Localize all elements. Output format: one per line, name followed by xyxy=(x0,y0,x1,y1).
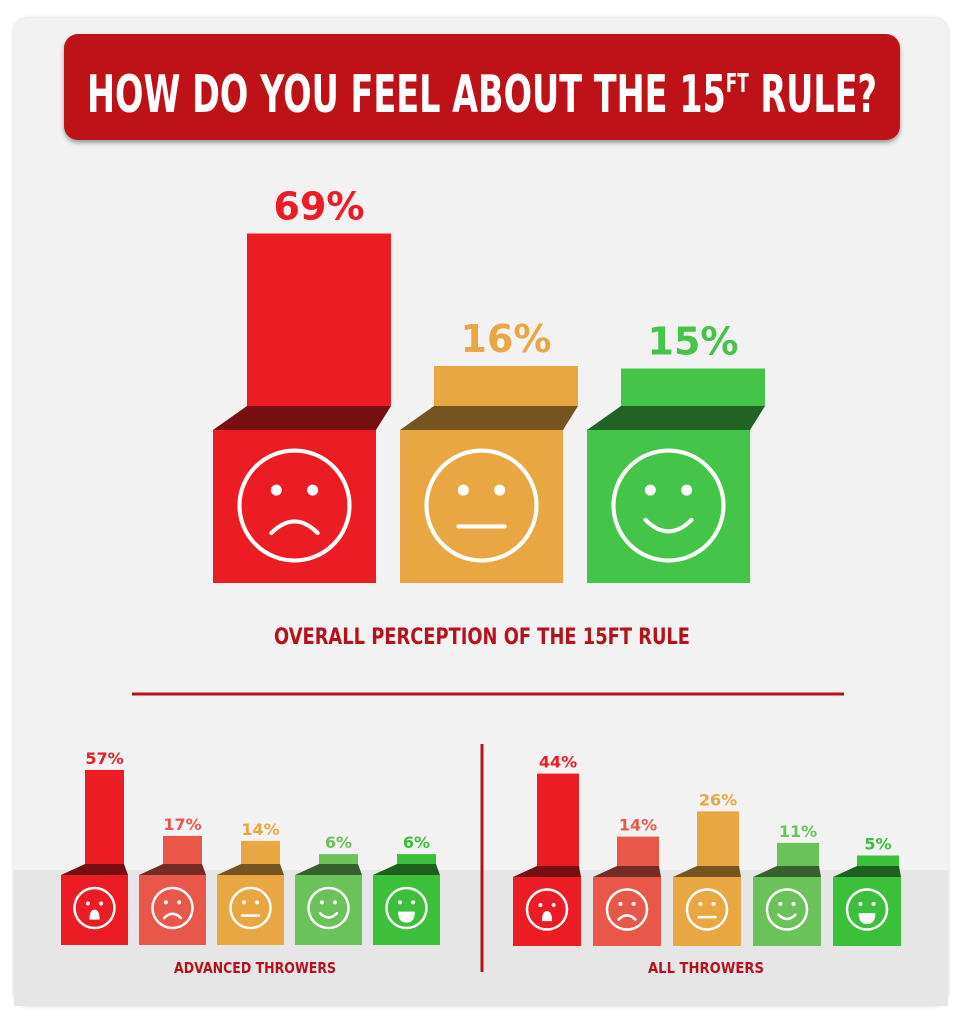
bar-group-1: 57% xyxy=(61,749,128,945)
bar-fold xyxy=(593,866,661,877)
grin-face-icon xyxy=(845,888,889,931)
very-sad-face-icon xyxy=(73,886,116,930)
bar-group-5: 6% xyxy=(373,833,440,945)
bar-happy-face xyxy=(621,368,765,406)
bar-group-2: 16% xyxy=(400,317,578,583)
bar-group-1: 69% xyxy=(213,185,391,583)
bar-fold xyxy=(587,406,765,430)
value-label: 14% xyxy=(619,816,657,835)
all-chart-title: ALL THROWERS xyxy=(648,959,764,977)
value-label: 6% xyxy=(403,833,430,852)
sad-face-icon xyxy=(151,886,194,930)
bar-sad-face xyxy=(163,835,202,864)
value-label: 6% xyxy=(325,833,352,852)
happy-face-icon xyxy=(611,448,726,563)
value-label: 69% xyxy=(274,185,365,229)
bar-smile-face xyxy=(319,854,358,864)
bar-fold xyxy=(217,864,284,875)
bar-group-4: 11% xyxy=(753,822,821,946)
bar-fold xyxy=(295,864,362,875)
bar-group-1: 44% xyxy=(513,753,581,946)
bar-box xyxy=(139,875,206,945)
bar-group-5: 5% xyxy=(833,835,901,946)
bar-fold xyxy=(400,406,578,430)
value-label: 14% xyxy=(241,820,279,839)
value-label: 11% xyxy=(779,822,817,841)
bar-very-sad-face xyxy=(85,769,124,864)
bar-group-4: 6% xyxy=(295,833,362,945)
bar-box xyxy=(217,875,284,945)
bar-group-3: 14% xyxy=(217,820,284,945)
bar-fold xyxy=(753,866,821,877)
grin-face-icon xyxy=(385,886,428,930)
bar-smile-face xyxy=(777,842,819,866)
bar-fold xyxy=(373,864,440,875)
sad-face-icon xyxy=(605,888,649,931)
advanced-throwers-chart: 57% 17% 14% 6% 6% xyxy=(61,749,440,945)
bar-group-2: 17% xyxy=(139,815,206,945)
overall-chart: 69% 16% 15% xyxy=(213,185,765,583)
bar-group-3: 15% xyxy=(587,320,765,583)
bar-box xyxy=(833,877,901,946)
value-label: 26% xyxy=(699,790,737,809)
bar-fold xyxy=(833,866,901,877)
very-sad-face-icon xyxy=(525,888,569,931)
smile-face-icon xyxy=(307,886,350,930)
value-label: 17% xyxy=(163,815,201,834)
bar-box xyxy=(373,875,440,945)
bar-very-sad-face xyxy=(537,773,579,866)
bar-grin-face xyxy=(397,854,436,864)
value-label: 16% xyxy=(461,317,552,361)
value-label: 57% xyxy=(85,749,123,768)
bar-fold xyxy=(213,406,391,430)
title-banner xyxy=(64,34,900,140)
title-end: RULE? xyxy=(749,65,877,125)
neutral-face-icon xyxy=(229,886,272,930)
value-label: 44% xyxy=(539,753,577,772)
bar-sad-face xyxy=(247,233,391,406)
bar-fold xyxy=(673,866,741,877)
value-label: 5% xyxy=(864,835,891,854)
bar-box xyxy=(295,875,362,945)
bar-box xyxy=(753,877,821,946)
neutral-face-icon xyxy=(685,888,729,931)
smile-face-icon xyxy=(765,888,809,931)
bar-grin-face xyxy=(857,855,899,866)
page-title: HOW DO YOU FEEL ABOUT THE 15FT RULE? xyxy=(87,65,877,125)
title-superscript: FT xyxy=(726,69,749,99)
bar-box xyxy=(673,877,741,946)
bar-fold xyxy=(139,864,206,875)
bar-neutral-face xyxy=(241,840,280,864)
overall-chart-title: OVERALL PERCEPTION OF THE 15FT RULE xyxy=(274,625,690,650)
bar-neutral-face xyxy=(697,811,739,866)
sad-face-icon xyxy=(237,448,352,563)
bar-group-2: 14% xyxy=(593,816,661,946)
bar-sad-face xyxy=(617,836,659,866)
all-throwers-chart: 44% 14% 26% 11% 5% xyxy=(513,753,901,946)
bar-fold xyxy=(61,864,128,875)
advanced-chart-title: ADVANCED THROWERS xyxy=(174,959,336,977)
value-label: 15% xyxy=(648,320,739,364)
bar-group-3: 26% xyxy=(673,790,741,946)
title-main: HOW DO YOU FEEL ABOUT THE 15 xyxy=(87,65,726,125)
bar-box xyxy=(593,877,661,946)
bar-fold xyxy=(513,866,581,877)
neutral-face-icon xyxy=(424,448,539,563)
bar-neutral-face xyxy=(434,366,578,406)
